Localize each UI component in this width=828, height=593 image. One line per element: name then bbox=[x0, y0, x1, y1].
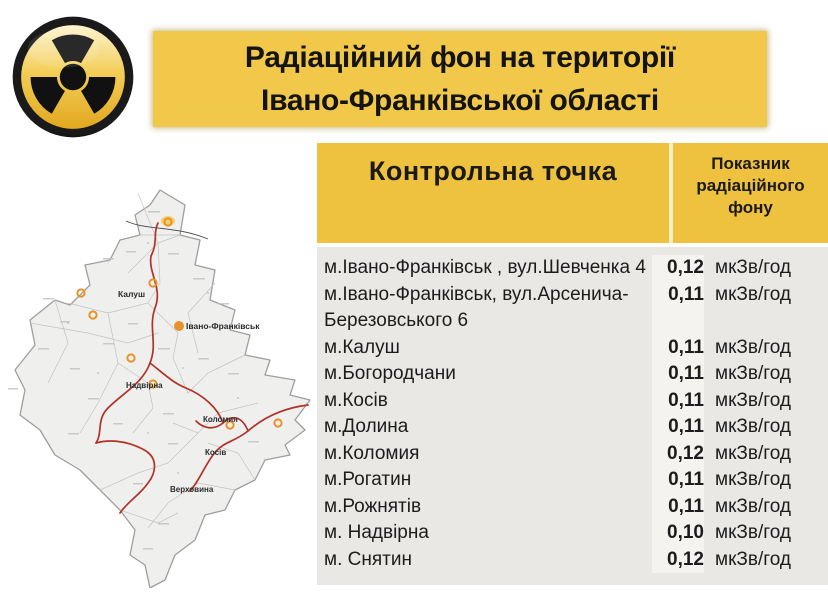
district-borders bbox=[29, 192, 259, 529]
table-row: м.Івано-Франківськ, вул.Арсенича-Березов… bbox=[317, 281, 828, 335]
capital-city-marker bbox=[174, 321, 184, 331]
table-row: м.Коломия 0,12 мкЗв/год bbox=[317, 440, 828, 467]
unit-cell: мкЗв/год bbox=[715, 495, 791, 517]
region-map: Калуш Івано-Франківськ Надвірна Коломия … bbox=[8, 183, 312, 589]
table-row: м.Богородчани 0,11 мкЗв/год bbox=[317, 361, 828, 388]
radiation-value-cell: 0,11 bbox=[652, 493, 704, 520]
railway-line bbox=[125, 220, 209, 240]
city-ring-markers bbox=[76, 217, 283, 430]
unit-cell: мкЗв/год bbox=[715, 257, 791, 278]
control-point-header: Контрольна точка bbox=[317, 143, 669, 243]
map-label-kolomyia: Коломия bbox=[203, 415, 238, 424]
page-title-line1: Радіаційний фон на території bbox=[244, 41, 676, 74]
control-point-cell: м.Калуш bbox=[324, 336, 400, 358]
map-label-verkhovyna: Верховина bbox=[170, 485, 214, 494]
unit-cell: мкЗв/год bbox=[715, 522, 791, 543]
map-label-kosiv: Косів bbox=[205, 448, 226, 457]
radiation-value-cell: 0,10 bbox=[652, 520, 704, 547]
table-row: м.Рожнятів 0,11 мкЗв/год bbox=[317, 493, 828, 520]
unit-cell: мкЗв/год bbox=[715, 336, 791, 358]
radiation-value-cell: 0,12 bbox=[652, 440, 704, 467]
title-banner: Радіаційний фон на території Івано-Франк… bbox=[153, 31, 767, 127]
map-label-nadvirna: Надвірна bbox=[126, 381, 163, 390]
control-point-cell: м.Коломия bbox=[324, 442, 420, 464]
table-header: Контрольна точка Показник радіаційного ф… bbox=[317, 143, 828, 243]
radiation-value-cell: 0,12 bbox=[652, 546, 704, 573]
trefoil-blades bbox=[30, 34, 116, 114]
unit-cell: мкЗв/год bbox=[715, 469, 791, 490]
radiation-trefoil-icon bbox=[12, 16, 134, 138]
control-point-cell: м.Рожнятів bbox=[324, 495, 422, 517]
map-label-ivano-frankivsk: Івано-Франківськ bbox=[186, 321, 260, 331]
radiation-value-cell: 0,11 bbox=[652, 387, 704, 414]
control-point-cell: м.Рогатин bbox=[324, 469, 412, 490]
table-row: м.Долина 0,11 мкЗв/год bbox=[317, 414, 828, 441]
header-divider bbox=[669, 143, 673, 243]
radiation-value-cell: 0,11 bbox=[652, 334, 704, 361]
table-row: м. Снятин 0,12 мкЗв/год bbox=[317, 546, 828, 573]
control-point-cell: м. Надвірна bbox=[324, 522, 429, 543]
oblast-outline bbox=[14, 189, 311, 589]
radiation-value-cell: 0,12 bbox=[652, 255, 704, 282]
map-small-labels bbox=[8, 211, 259, 550]
radiation-table: Контрольна точка Показник радіаційного ф… bbox=[317, 143, 828, 585]
unit-cell: мкЗв/год bbox=[715, 389, 791, 411]
control-point-cell: м.Івано-Франківськ , вул.Шевченка 4 bbox=[324, 257, 646, 278]
unit-cell: мкЗв/год bbox=[715, 363, 791, 384]
unit-cell: мкЗв/год bbox=[715, 416, 791, 437]
control-point-cell: м.Косів bbox=[324, 389, 388, 411]
river-lines bbox=[95, 222, 309, 514]
control-point-cell: м. Снятин bbox=[324, 548, 412, 570]
control-point-cell: м.Долина bbox=[324, 416, 409, 437]
table-body: м.Івано-Франківськ , вул.Шевченка 4 0,12 м… bbox=[317, 247, 828, 585]
control-point-cell: м.Богородчани bbox=[324, 363, 456, 384]
radiation-value-cell: 0,11 bbox=[652, 414, 704, 441]
table-row: м. Надвірна 0,10 мкЗв/год bbox=[317, 520, 828, 547]
icon-gloss-highlight bbox=[27, 29, 100, 68]
table-row: м.Івано-Франківськ , вул.Шевченка 4 0,12 м… bbox=[317, 255, 828, 282]
radiation-value-cell: 0,11 bbox=[652, 467, 704, 494]
map-label-kalush: Калуш bbox=[118, 289, 145, 299]
radiation-value-cell: 0,11 bbox=[652, 361, 704, 388]
unit-cell: мкЗв/год bbox=[715, 442, 791, 464]
unit-cell: мкЗв/год bbox=[715, 548, 791, 570]
table-row: м.Косів 0,11 мкЗв/год bbox=[317, 387, 828, 414]
table-row: м.Калуш 0,11 мкЗв/год bbox=[317, 334, 828, 361]
radiation-indicator-header: Показник радіаційного фону bbox=[673, 143, 828, 243]
unit-cell: мкЗв/год bbox=[715, 283, 791, 305]
radiation-value-cell: 0,11 bbox=[652, 281, 704, 335]
table-row: м.Рогатин 0,11 мкЗв/год bbox=[317, 467, 828, 494]
page-title-line2: Івано-Франківської області bbox=[261, 84, 659, 117]
control-point-cell: м.Івано-Франківськ, вул.Арсенича-Березов… bbox=[324, 283, 629, 332]
